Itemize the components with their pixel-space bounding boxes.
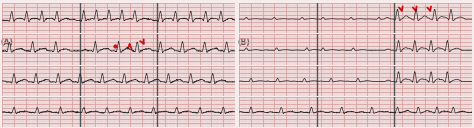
Text: (A): (A) [0, 38, 13, 47]
Text: (B): (B) [237, 38, 250, 47]
